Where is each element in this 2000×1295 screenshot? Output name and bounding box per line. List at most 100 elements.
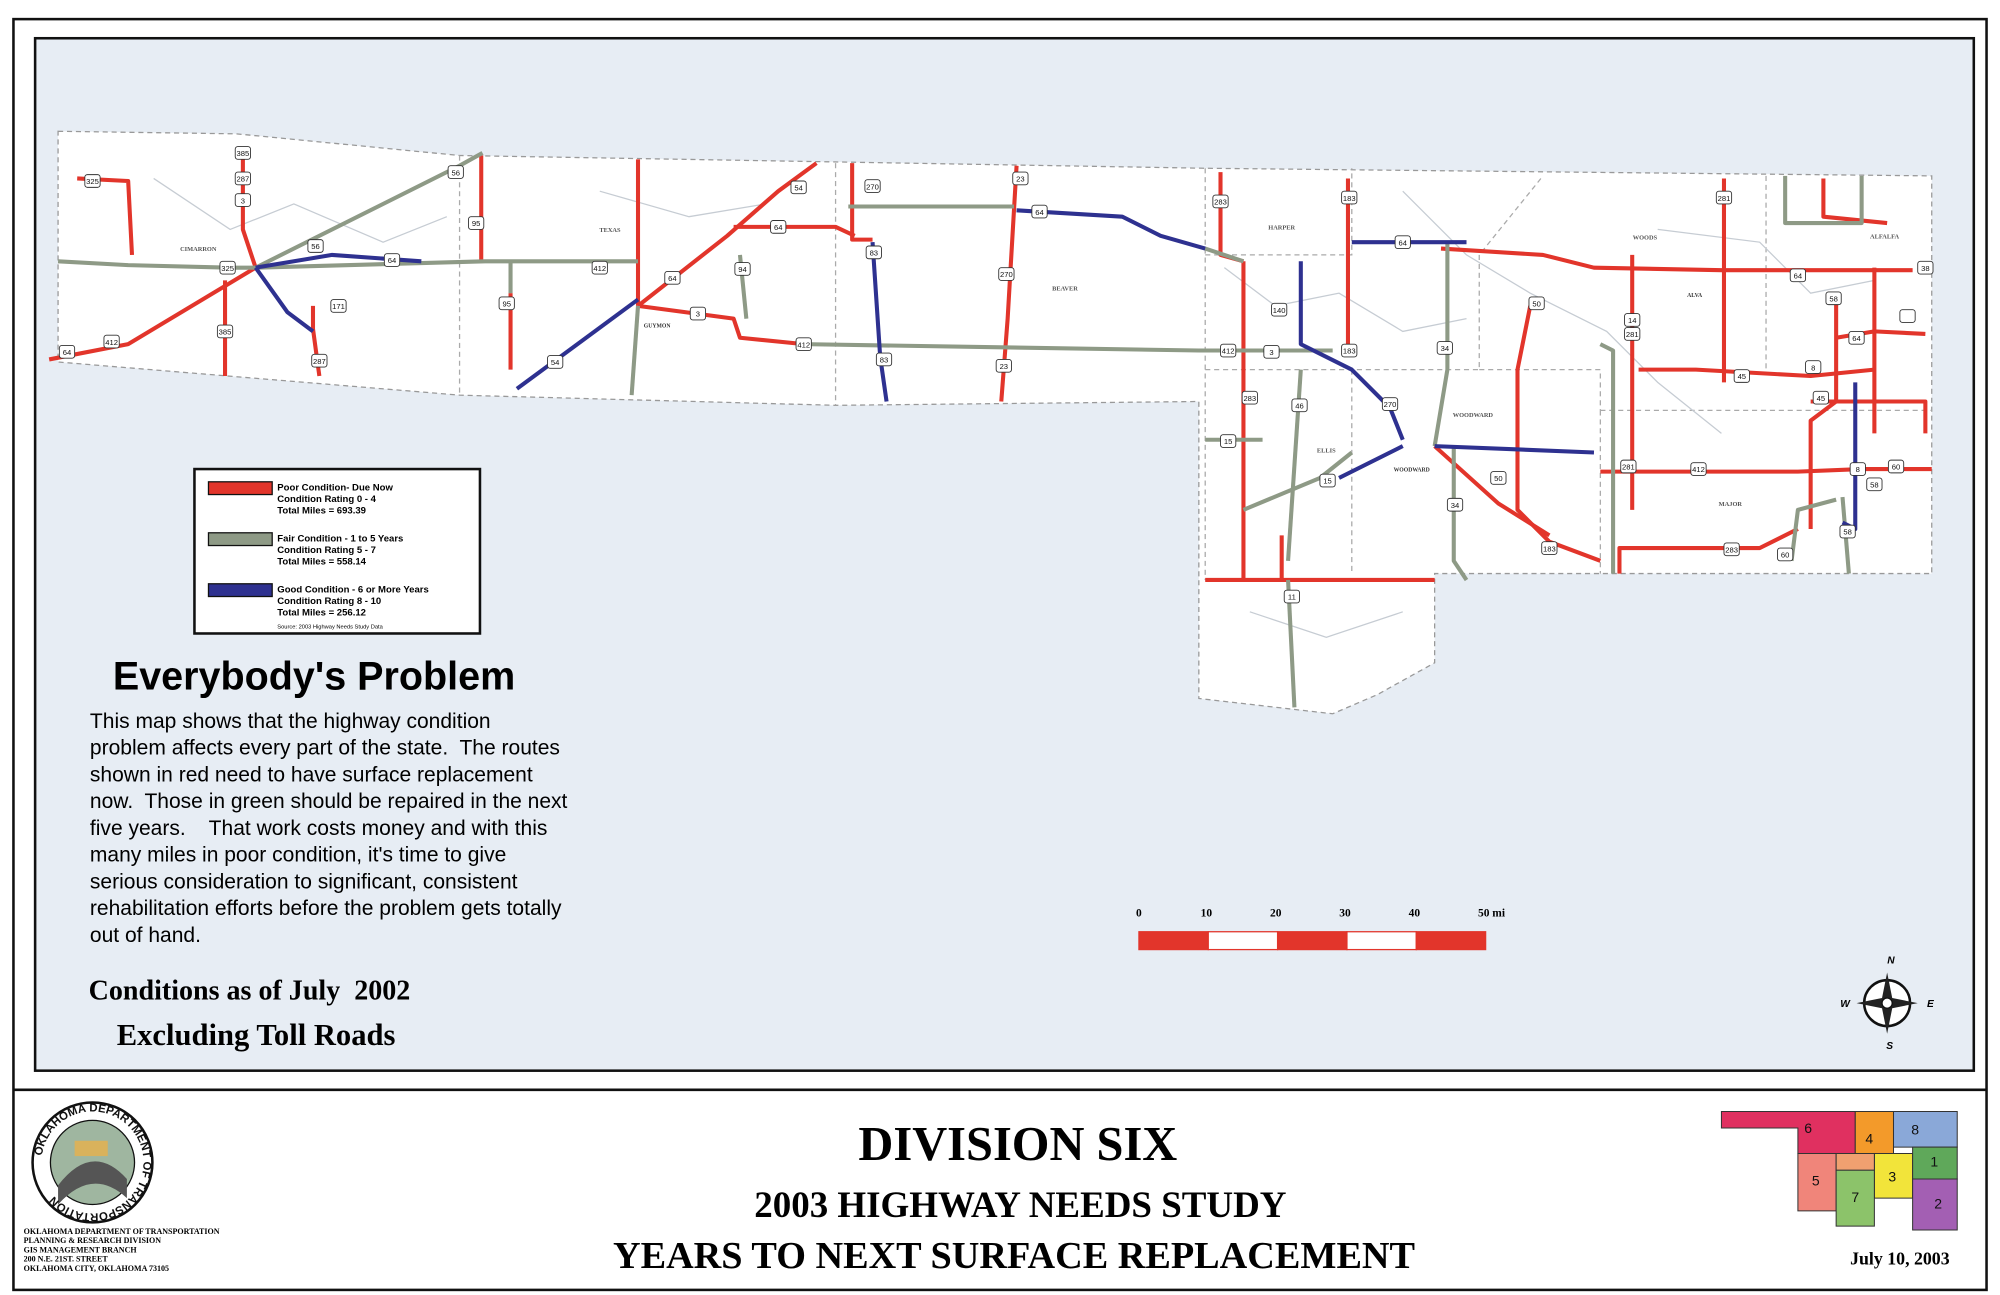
- road-good: [1434, 444, 1595, 455]
- county-label: ELLIS: [1317, 447, 1336, 454]
- address-line: OKLAHOMA CITY, OKLAHOMA 73105: [24, 1264, 169, 1273]
- county-label: MAJOR: [1719, 501, 1743, 508]
- route-shield: 64: [664, 271, 681, 285]
- shield-box: [1241, 390, 1258, 405]
- compass-letter: N: [1887, 956, 1895, 967]
- subtitle-2: YEARS TO NEXT SURFACE REPLACEMENT: [613, 1235, 1415, 1277]
- compass-letter: W: [1840, 999, 1851, 1010]
- scale-segment: [1276, 931, 1348, 951]
- shield-box: [795, 337, 812, 351]
- shield-box: [219, 260, 236, 275]
- river: [1249, 611, 1403, 638]
- scale-segment: [1346, 931, 1417, 951]
- road-fair: [1789, 497, 1837, 562]
- shield-number: 281: [1718, 194, 1731, 203]
- route-shield: 34: [1436, 341, 1453, 355]
- shield-number: 412: [1692, 465, 1705, 474]
- date: July 10, 2003: [1850, 1248, 1950, 1268]
- note-title: Everybody's Problem: [113, 655, 515, 699]
- road-poor: [1638, 367, 1875, 379]
- river: [599, 190, 766, 218]
- road-fair: [1204, 246, 1245, 264]
- route-shield: 283: [1723, 542, 1740, 557]
- legend-box: [193, 467, 482, 635]
- shield-box: [1394, 235, 1411, 249]
- shield-number: 270: [1000, 270, 1013, 279]
- town-label: ALVA: [1687, 293, 1703, 299]
- route-shield: 281: [1620, 459, 1637, 474]
- route-shield: 3: [1263, 344, 1280, 359]
- shield-number: 283: [1214, 198, 1227, 207]
- note-line: many miles in poor condition, it's time …: [90, 844, 506, 867]
- river: [1402, 190, 1722, 434]
- road-poor: [1440, 246, 1913, 273]
- compass-letter: E: [1927, 999, 1935, 1010]
- shield-number: 45: [1817, 394, 1825, 403]
- shield-number: 58: [1843, 528, 1851, 537]
- route-shield: 95: [468, 216, 485, 230]
- county-label: WOODS: [1633, 235, 1658, 242]
- route-shield: 60: [1887, 459, 1905, 474]
- shield-box: [1283, 589, 1300, 604]
- route-shield: 56: [447, 165, 464, 179]
- route-shield: 54: [547, 355, 564, 369]
- address-line: 200 N.E. 21ST. STREET: [24, 1255, 109, 1264]
- route-shield: 412: [1690, 462, 1707, 476]
- route-shield: 8: [1805, 360, 1822, 374]
- shield-number: 64: [774, 223, 783, 232]
- shield-number: 171: [332, 302, 345, 311]
- shield-box: [1381, 397, 1399, 411]
- shield-box: [1212, 194, 1229, 209]
- scale-label: 30: [1339, 907, 1351, 919]
- compass-letter: S: [1886, 1041, 1893, 1052]
- road-poor: [1433, 444, 1551, 538]
- shield-box: [103, 334, 120, 349]
- shield-number: 64: [388, 256, 397, 265]
- division-number: 3: [1888, 1169, 1896, 1185]
- address-line: GIS MANAGEMENT BRANCH: [24, 1245, 138, 1254]
- route-shield: 64: [1848, 330, 1865, 345]
- shield-number: 3: [241, 196, 245, 205]
- shield-box: [311, 353, 328, 368]
- division-area: [1892, 1110, 1958, 1148]
- shield-number: 38: [1921, 264, 1929, 273]
- road-fair: [254, 151, 484, 270]
- road-poor: [1617, 527, 1799, 574]
- shield-box: [234, 171, 251, 186]
- road-poor: [999, 165, 1019, 402]
- shield-box: [1715, 190, 1733, 205]
- legend-source: Source: 2003 Highway Needs Study Data: [277, 624, 383, 630]
- route-shield: 15: [1319, 473, 1336, 488]
- scale-segment: [1138, 931, 1209, 951]
- county-label: ALFALFA: [1870, 233, 1899, 240]
- route-shield: 38: [1917, 260, 1934, 275]
- shield-box: [468, 216, 485, 230]
- title: DIVISION SIX: [858, 1118, 1177, 1171]
- shield-box: [498, 296, 515, 311]
- route-shield: 94: [734, 262, 751, 276]
- town-label: WOODWARD: [1394, 468, 1430, 474]
- route-shield: 412: [795, 337, 812, 351]
- shield-box: [307, 239, 324, 253]
- road-fair: [1783, 175, 1864, 226]
- shield-number: 23: [1016, 175, 1024, 184]
- route-shield: 64: [770, 220, 787, 234]
- route-shield: 58: [1825, 291, 1842, 306]
- shield-box: [864, 179, 881, 193]
- shield-number: 14: [1628, 316, 1637, 325]
- shield-number: 412: [1222, 347, 1235, 356]
- shield-box: [770, 220, 787, 234]
- route-shield: 412: [103, 334, 120, 349]
- shield-number: 287: [313, 357, 326, 366]
- scale-label: 20: [1270, 907, 1282, 919]
- route-shield: 412: [591, 260, 608, 275]
- shield-number: 45: [1738, 372, 1746, 381]
- route-shield: 58: [1866, 477, 1883, 492]
- shield-number: 95: [472, 219, 480, 228]
- shield-number: 23: [1000, 362, 1008, 371]
- route-shield: 171: [330, 299, 347, 313]
- shield-number: 50: [1532, 300, 1540, 309]
- compass-center: [1881, 997, 1893, 1009]
- route-shield: 270: [1381, 397, 1399, 411]
